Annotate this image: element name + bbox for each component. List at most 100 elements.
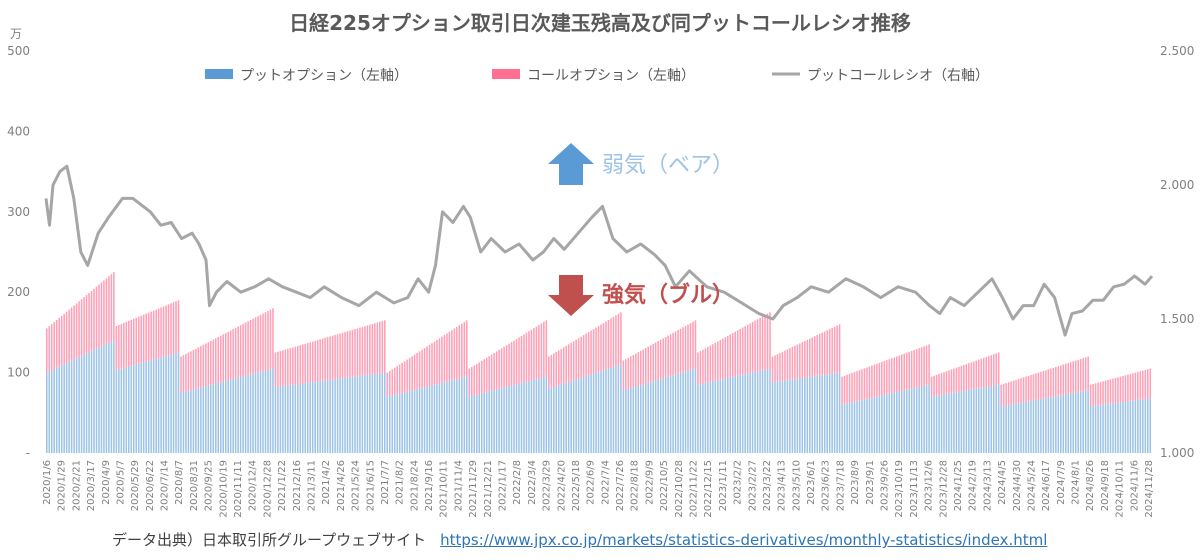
put-bar: [436, 384, 438, 453]
put-bar: [520, 383, 523, 453]
call-bar: [1107, 379, 1109, 405]
x-tick-label: 2023/2/2: [733, 460, 744, 505]
call-bar: [789, 348, 791, 380]
put-bar: [451, 380, 453, 453]
put-bar: [227, 380, 229, 453]
call-bar: [846, 374, 848, 404]
call-bar: [585, 333, 587, 377]
x-tick-label: 2020/6/22: [145, 460, 156, 511]
call-bar: [177, 300, 180, 353]
x-tick-label: 2022/7/26: [615, 460, 626, 511]
put-bar: [401, 392, 403, 453]
call-bar: [649, 345, 652, 383]
x-tick-label: 2020/12/28: [262, 460, 273, 518]
call-bar: [925, 345, 928, 386]
call-bar: [302, 344, 304, 384]
put-bar: [995, 385, 997, 453]
call-bar: [314, 340, 316, 382]
call-bar: [1025, 376, 1027, 402]
call-bar: [493, 353, 495, 391]
put-bar: [572, 380, 575, 453]
call-bar: [140, 315, 142, 364]
call-bar: [617, 313, 620, 366]
put-bar: [871, 397, 873, 453]
call-bar: [113, 272, 115, 341]
x-tick-label: 2023/8/9: [850, 460, 861, 505]
call-bar: [836, 325, 838, 373]
put-bar: [172, 353, 175, 453]
put-bar: [326, 380, 329, 453]
call-bar: [284, 349, 287, 386]
x-axis-ticks: 2020/1/6 2020/1/29 2020/2/21 2020/3/17 2020/…: [42, 460, 1155, 518]
call-bar: [135, 317, 138, 365]
call-bar: [247, 321, 249, 376]
put-bar: [259, 371, 262, 453]
put-bar: [456, 379, 458, 453]
put-bar: [525, 381, 528, 453]
put-bar: [754, 371, 756, 453]
call-bar: [393, 367, 396, 395]
put-bar: [1119, 402, 1122, 453]
call-bar: [774, 355, 776, 382]
call-bar: [200, 346, 202, 388]
put-bar: [195, 388, 197, 453]
call-bar: [384, 320, 386, 373]
call-bar: [893, 357, 896, 393]
call-bar: [600, 324, 602, 372]
put-bar: [796, 378, 799, 453]
call-bar: [269, 309, 272, 370]
call-bar: [687, 324, 689, 371]
put-bar: [1035, 399, 1037, 453]
call-bar: [1007, 382, 1010, 405]
put-bar: [237, 377, 239, 453]
call-bar: [545, 320, 548, 377]
put-bar: [128, 366, 130, 453]
put-bar: [93, 349, 95, 453]
call-bar: [324, 337, 326, 381]
put-bar: [426, 386, 428, 453]
call-bar: [297, 345, 299, 385]
call-bar: [637, 352, 640, 386]
put-bar: [717, 380, 719, 453]
put-bar: [364, 375, 366, 453]
call-bar: [160, 307, 162, 358]
call-bar: [75, 303, 78, 359]
put-bar: [883, 395, 886, 453]
put-bar: [654, 380, 657, 453]
put-bar: [339, 378, 341, 453]
call-bar: [1042, 370, 1045, 399]
call-bar: [157, 308, 160, 359]
put-bar: [553, 387, 555, 453]
call-bar: [968, 363, 970, 391]
call-bar: [150, 311, 152, 361]
call-bar: [679, 328, 682, 374]
put-bar: [751, 372, 754, 453]
call-bar: [739, 328, 741, 376]
put-bar: [1102, 404, 1104, 453]
put-bar: [632, 387, 635, 453]
x-tick-label: 2022/3/29: [542, 460, 553, 511]
put-bar: [113, 340, 115, 453]
put-bar: [582, 377, 585, 453]
call-bar: [287, 348, 289, 386]
call-bar: [1142, 370, 1144, 400]
call-bar: [530, 329, 533, 381]
put-bar: [771, 382, 774, 453]
call-bar: [498, 349, 500, 389]
call-bar: [794, 345, 796, 380]
put-bar: [78, 357, 80, 453]
call-bar: [965, 364, 968, 391]
put-bar: [707, 382, 709, 453]
call-bar: [396, 366, 398, 395]
put-bar: [490, 390, 493, 453]
put-bar: [791, 379, 794, 453]
call-bar: [180, 356, 182, 393]
call-bar: [587, 332, 590, 376]
put-bar: [694, 368, 697, 453]
call-bar: [642, 349, 645, 385]
call-bar: [513, 340, 515, 386]
put-bar: [585, 376, 587, 453]
call-bar: [562, 347, 565, 384]
source-link[interactable]: https://www.jpx.co.jp/markets/statistics…: [440, 531, 1048, 549]
call-bar: [190, 351, 192, 391]
